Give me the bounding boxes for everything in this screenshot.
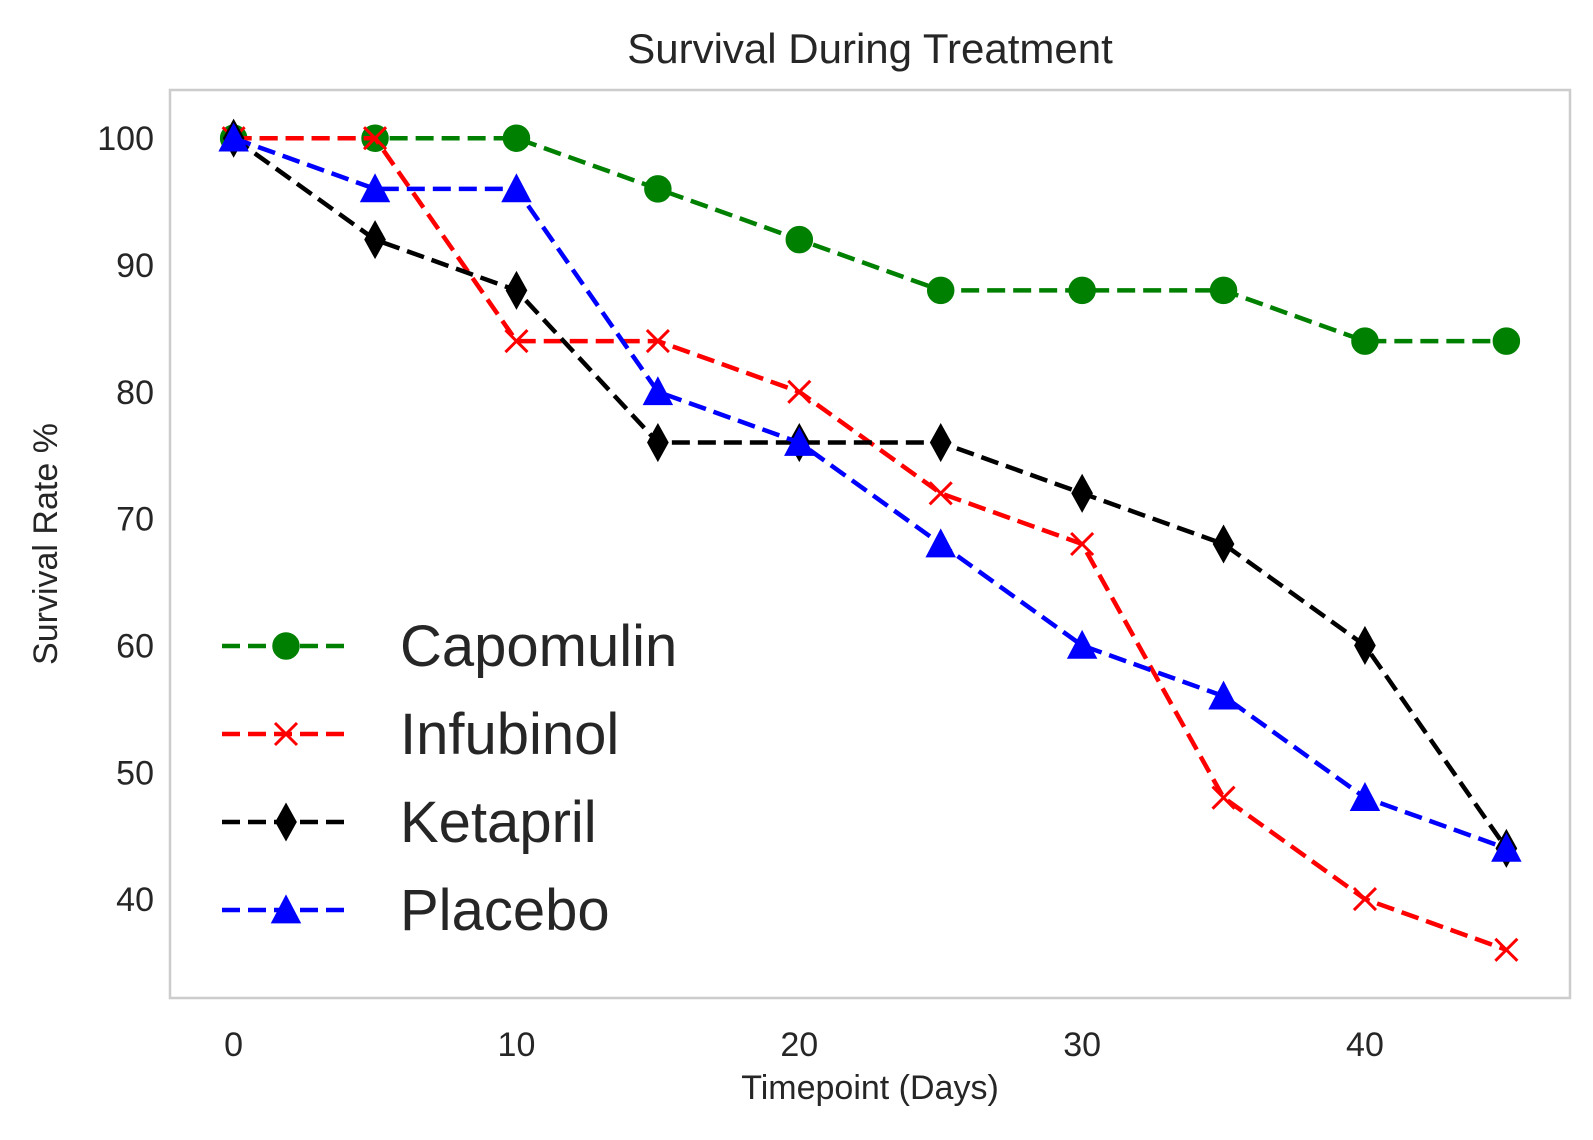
data-point-marker bbox=[1351, 327, 1379, 355]
data-point-marker bbox=[784, 426, 815, 456]
y-tick-label: 50 bbox=[116, 754, 154, 792]
legend: Capomulin Infubinol Ketapril Placebo bbox=[222, 614, 677, 943]
data-point-marker bbox=[645, 329, 670, 354]
series-layer bbox=[218, 118, 1522, 962]
chart-title: Survival During Treatment bbox=[627, 25, 1113, 72]
data-point-marker bbox=[1354, 625, 1376, 665]
x-tick-label: 0 bbox=[224, 1026, 243, 1064]
legend-label: Infubinol bbox=[400, 702, 619, 767]
series-placebo bbox=[218, 122, 1522, 862]
data-point-marker bbox=[1492, 327, 1521, 355]
data-point-marker bbox=[787, 379, 812, 404]
legend-marker bbox=[272, 632, 300, 660]
legend-item-infubinol: Infubinol bbox=[222, 702, 619, 767]
data-point-marker bbox=[929, 423, 952, 463]
series-line bbox=[233, 135, 1507, 344]
legend-label: Placebo bbox=[400, 878, 610, 943]
y-tick-label: 100 bbox=[97, 120, 154, 158]
data-point-marker bbox=[501, 173, 532, 203]
legend-label: Capomulin bbox=[400, 614, 677, 679]
data-point-marker bbox=[362, 126, 388, 151]
y-tick-label: 80 bbox=[116, 374, 154, 412]
x-axis-label: Timepoint (Days) bbox=[741, 1069, 999, 1107]
data-point-marker bbox=[1211, 785, 1236, 810]
x-tick-label: 20 bbox=[780, 1026, 818, 1064]
data-point-marker bbox=[926, 276, 955, 305]
x-tick-labels: 0 10 20 30 40 bbox=[224, 1026, 1384, 1064]
legend-item-ketapril: Ketapril bbox=[222, 790, 597, 855]
plot-frame bbox=[168, 88, 1572, 1000]
data-point-marker bbox=[1491, 832, 1522, 862]
y-tick-label: 70 bbox=[116, 501, 154, 539]
data-point-marker bbox=[359, 173, 391, 203]
legend-marker bbox=[270, 894, 302, 924]
data-point-marker bbox=[642, 376, 674, 406]
y-tick-labels: 40 50 60 70 80 90 100 bbox=[97, 120, 154, 919]
y-tick-label: 90 bbox=[116, 247, 154, 285]
legend-marker bbox=[275, 802, 297, 842]
data-point-marker bbox=[504, 329, 529, 354]
data-point-marker bbox=[1352, 887, 1378, 912]
data-point-marker bbox=[785, 225, 814, 254]
x-tick-label: 30 bbox=[1063, 1026, 1101, 1064]
legend-item-placebo: Placebo bbox=[222, 878, 610, 943]
series-line bbox=[232, 136, 1508, 851]
data-point-marker bbox=[505, 270, 528, 310]
y-axis-label: Survival Rate % bbox=[27, 423, 65, 665]
data-point-marker bbox=[925, 528, 956, 558]
data-point-marker bbox=[1066, 629, 1098, 659]
series-line bbox=[232, 136, 1509, 850]
x-tick-label: 40 bbox=[1346, 1026, 1384, 1064]
data-point-marker bbox=[1212, 524, 1235, 564]
data-point-marker bbox=[364, 220, 386, 260]
legend-label: Ketapril bbox=[400, 790, 597, 855]
data-point-marker bbox=[1070, 531, 1095, 557]
data-point-marker bbox=[1208, 680, 1239, 710]
data-point-marker bbox=[1209, 276, 1238, 305]
x-tick-label: 10 bbox=[498, 1026, 536, 1064]
data-point-marker bbox=[218, 122, 249, 152]
data-point-marker bbox=[1494, 937, 1519, 962]
data-point-marker bbox=[1071, 473, 1093, 513]
data-point-marker bbox=[644, 175, 672, 203]
data-point-marker bbox=[502, 124, 531, 152]
data-point-marker bbox=[1068, 276, 1096, 305]
y-tick-label: 40 bbox=[116, 881, 154, 919]
legend-item-capomulin: Capomulin bbox=[222, 614, 677, 679]
data-point-marker bbox=[1349, 782, 1381, 811]
legend-marker bbox=[273, 721, 299, 747]
data-point-marker bbox=[928, 481, 953, 506]
data-point-marker bbox=[647, 423, 669, 463]
y-tick-label: 60 bbox=[116, 627, 154, 665]
